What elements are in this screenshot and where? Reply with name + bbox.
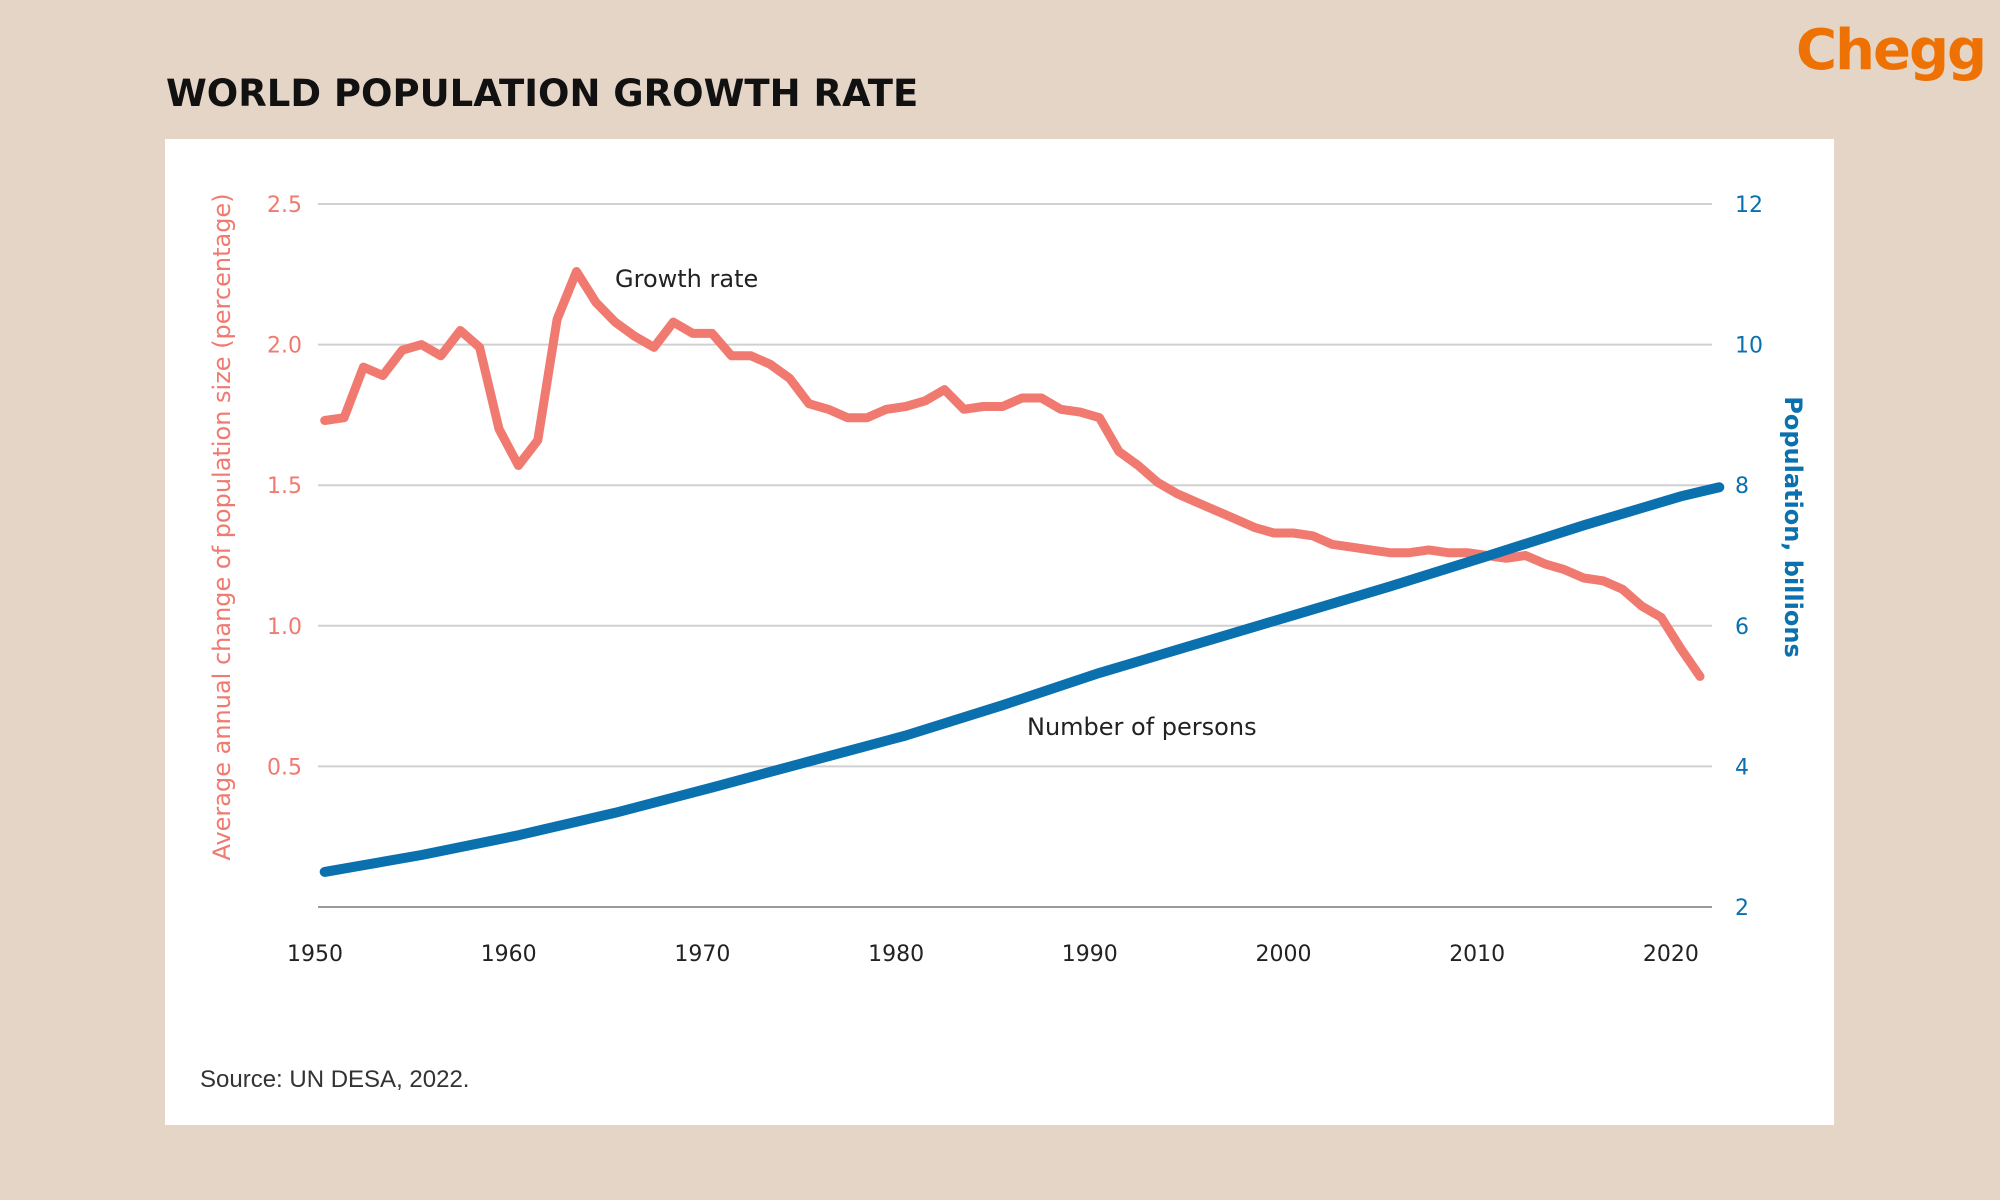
- right-tick-label: 4: [1735, 755, 1749, 780]
- right-axis-title: Population, billions: [1779, 396, 1807, 657]
- left-tick-label: 2.0: [267, 334, 302, 359]
- chegg-logo: Chegg: [1796, 18, 1987, 83]
- right-tick-label: 12: [1735, 193, 1763, 218]
- page-title: WORLD POPULATION GROWTH RATE: [166, 72, 919, 115]
- x-tick-label: 2000: [1256, 942, 1312, 967]
- left-tick-label: 1.5: [267, 474, 302, 499]
- population-line: [319, 482, 1725, 877]
- chart-panel: [165, 139, 1834, 1125]
- right-tick-label: 6: [1735, 615, 1749, 640]
- x-tick-label: 1950: [287, 942, 343, 967]
- left-tick-label: 1.0: [267, 615, 302, 640]
- population-label: Number of persons: [1027, 713, 1257, 741]
- right-tick-label: 10: [1735, 334, 1763, 359]
- growth-rate-label: Growth rate: [615, 265, 758, 293]
- x-tick-label: 2010: [1449, 942, 1505, 967]
- left-tick-label: 0.5: [267, 755, 302, 780]
- x-tick-label: 2020: [1643, 942, 1699, 967]
- source-note: Source: UN DESA, 2022.: [200, 1066, 470, 1093]
- x-tick-label: 1960: [481, 942, 537, 967]
- left-tick-label: 2.5: [267, 193, 302, 218]
- left-axis-title: Average annual change of population size…: [208, 193, 236, 860]
- right-tick-label: 8: [1735, 474, 1749, 499]
- x-tick-label: 1980: [868, 942, 924, 967]
- x-tick-label: 1990: [1062, 942, 1118, 967]
- x-tick-label: 1970: [674, 942, 730, 967]
- right-tick-label: 2: [1735, 896, 1749, 921]
- growth-rate-line: [320, 267, 1705, 681]
